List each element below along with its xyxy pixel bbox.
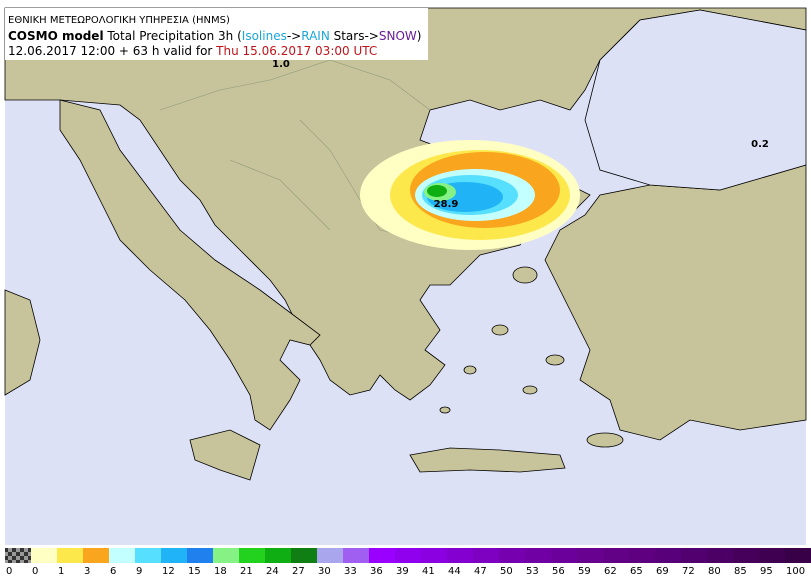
precipitation-field xyxy=(360,140,580,250)
legend-label: 100 xyxy=(786,566,805,577)
title-line: COSMO model Total Precipitation 3h (Isol… xyxy=(8,29,421,43)
map-value-label: 28.9 xyxy=(434,199,459,210)
legend-label: 9 xyxy=(136,566,142,577)
legend-swatch xyxy=(447,548,473,563)
header-segment: RAIN xyxy=(301,29,330,43)
header-segment: 12.06.2017 12:00 + 63 h valid for xyxy=(8,44,216,58)
legend-swatch xyxy=(707,548,733,563)
legend-label: 30 xyxy=(318,566,331,577)
legend-label: 36 xyxy=(370,566,383,577)
legend-label: 27 xyxy=(292,566,305,577)
legend-label: 50 xyxy=(500,566,513,577)
precip-area xyxy=(427,185,447,197)
legend: 0 0 1 3 6 9 12 15 18 21 24 27 30 33 36 39 41 44 47 50 53 56 59… xyxy=(5,548,811,577)
legend-swatch xyxy=(525,548,551,563)
legend-label: 80 xyxy=(708,566,721,577)
legend-label: 0 xyxy=(6,566,12,577)
legend-swatch xyxy=(473,548,499,563)
map xyxy=(4,7,807,545)
header-box xyxy=(5,8,428,60)
legend-label: 39 xyxy=(396,566,409,577)
legend-label: 1 xyxy=(58,566,64,577)
legend-label: 21 xyxy=(240,566,253,577)
legend-label: 33 xyxy=(344,566,357,577)
legend-label: 59 xyxy=(578,566,591,577)
legend-label: 12 xyxy=(162,566,175,577)
legend-swatch-missing xyxy=(5,548,31,563)
land-crete xyxy=(409,447,566,473)
header-segment: ) xyxy=(417,29,422,43)
legend-swatch xyxy=(681,548,707,563)
legend-swatch xyxy=(655,548,681,563)
legend-swatch xyxy=(603,548,629,563)
land-island xyxy=(545,354,565,366)
header-segment: Total Precipitation 3h ( xyxy=(104,29,242,43)
legend-label: 3 xyxy=(84,566,90,577)
land-island xyxy=(491,324,509,336)
land-sicily xyxy=(189,429,261,481)
map-value-label: 1.0 xyxy=(272,59,290,70)
legend-swatch xyxy=(31,548,57,563)
legend-swatch xyxy=(239,548,265,563)
legend-label: 62 xyxy=(604,566,617,577)
legend-swatch xyxy=(733,548,759,563)
valid-line: 12.06.2017 12:00 + 63 h valid for Thu 15… xyxy=(8,44,377,58)
legend-label: 0 xyxy=(32,566,38,577)
legend-swatch xyxy=(291,548,317,563)
legend-label: 85 xyxy=(734,566,747,577)
land-island xyxy=(439,406,451,414)
black-sea xyxy=(584,9,807,191)
legend-swatch xyxy=(551,548,577,563)
legend-swatch xyxy=(759,548,785,563)
legend-swatch xyxy=(785,548,811,563)
legend-swatch xyxy=(577,548,603,563)
legend-swatch xyxy=(499,548,525,563)
legend-swatch xyxy=(265,548,291,563)
header-segment: SNOW xyxy=(379,29,417,43)
legend-swatch xyxy=(135,548,161,563)
legend-swatch xyxy=(343,548,369,563)
legend-swatch xyxy=(629,548,655,563)
legend-label: 72 xyxy=(682,566,695,577)
agency: ΕΘΝΙΚΗ ΜΕΤΕΩΡΟΛΟΓΙΚΗ ΥΠΗΡΕΣΙΑ (HNMS) xyxy=(8,15,230,26)
legend-swatch xyxy=(161,548,187,563)
land-turkey xyxy=(544,164,807,441)
legend-swatch xyxy=(109,548,135,563)
legend-label: 6 xyxy=(110,566,116,577)
country-border xyxy=(159,59,520,241)
legend-swatch xyxy=(187,548,213,563)
legend-label: 65 xyxy=(630,566,643,577)
legend-label: 47 xyxy=(474,566,487,577)
legend-swatch xyxy=(57,548,83,563)
land-italy xyxy=(59,99,321,431)
legend-label: 15 xyxy=(188,566,201,577)
legend-swatch xyxy=(369,548,395,563)
map-labels: 1.0 0.2 28.9 xyxy=(272,59,769,210)
land-island xyxy=(512,266,538,284)
legend-label: 44 xyxy=(448,566,461,577)
header-segment: COSMO model xyxy=(8,29,104,43)
legend-swatch xyxy=(213,548,239,563)
legend-swatch xyxy=(83,548,109,563)
header-segment: Stars-> xyxy=(330,29,379,43)
legend-swatch xyxy=(421,548,447,563)
header-segment: Isolines xyxy=(242,29,287,43)
header-segment: Thu 15.06.2017 03:00 UTC xyxy=(215,44,377,58)
legend-swatch xyxy=(317,548,343,563)
land-island xyxy=(463,365,477,375)
land-island xyxy=(522,385,538,395)
legend-label: 56 xyxy=(552,566,565,577)
legend-label: 95 xyxy=(760,566,773,577)
map-value-label: 0.2 xyxy=(751,139,769,150)
legend-label: 41 xyxy=(422,566,435,577)
legend-label: 18 xyxy=(214,566,227,577)
header-segment: -> xyxy=(287,29,301,43)
land-west xyxy=(4,289,41,396)
legend-label: 69 xyxy=(656,566,669,577)
legend-swatch xyxy=(395,548,421,563)
legend-label: 24 xyxy=(266,566,279,577)
legend-label: 53 xyxy=(526,566,539,577)
land-island xyxy=(586,432,624,448)
